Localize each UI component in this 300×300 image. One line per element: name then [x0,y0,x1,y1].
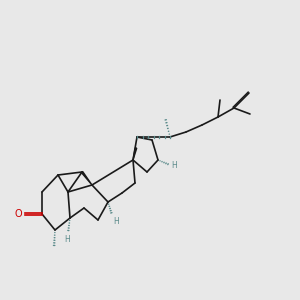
Text: H: H [172,160,177,169]
Text: O: O [15,209,22,219]
Polygon shape [133,148,137,160]
Text: H: H [64,235,70,244]
Polygon shape [81,172,92,185]
Text: H: H [113,217,119,226]
